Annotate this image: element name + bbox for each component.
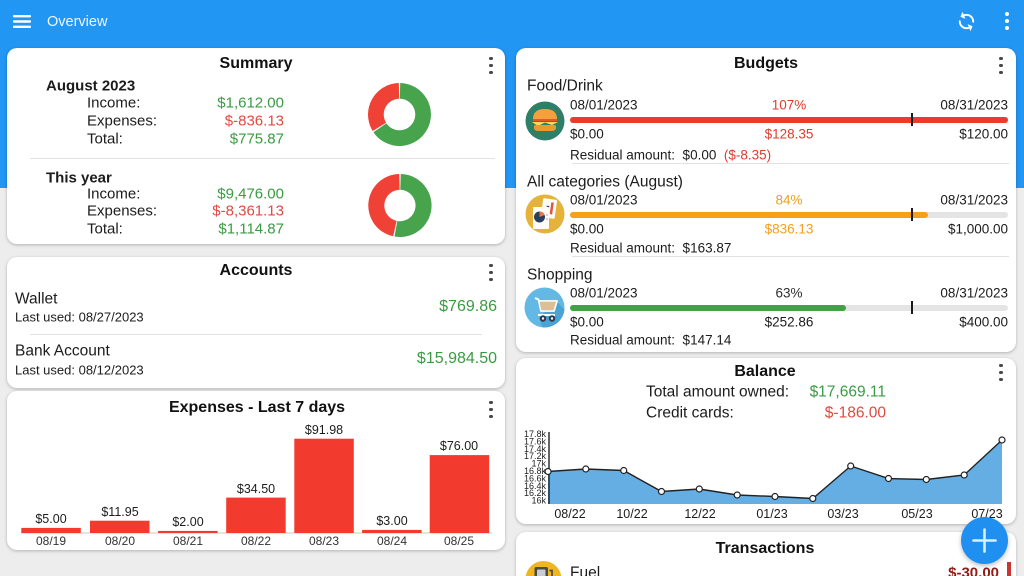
svg-text:17.6k: 17.6k (524, 436, 547, 446)
svg-text:17.4k: 17.4k (524, 444, 547, 454)
svg-text:16.8k: 16.8k (524, 466, 547, 476)
svg-text:16.2k: 16.2k (524, 488, 547, 498)
svg-text:17k: 17k (531, 459, 546, 469)
svg-text:17.2k: 17.2k (524, 451, 547, 461)
svg-text:16k: 16k (531, 496, 546, 506)
svg-text:16.6k: 16.6k (524, 473, 547, 483)
svg-text:16.4k: 16.4k (524, 481, 547, 491)
svg-text:17.8k: 17.8k (524, 429, 547, 439)
